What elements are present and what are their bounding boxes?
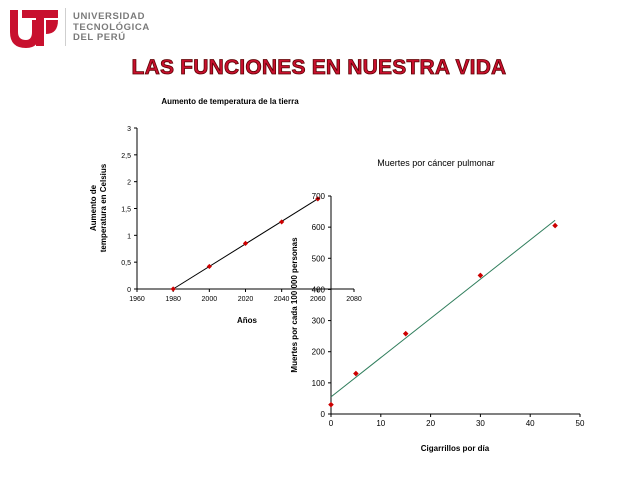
y-tick-label: 2 xyxy=(127,180,131,187)
trend-line xyxy=(330,219,556,398)
y-tick-label: 2,5 xyxy=(121,153,131,160)
logo-divider xyxy=(65,8,66,46)
data-point xyxy=(242,240,249,246)
data-point xyxy=(353,370,359,377)
y-tick-label: 1 xyxy=(127,233,131,240)
data-point xyxy=(315,196,321,202)
x-axis-label: Años xyxy=(237,316,258,325)
data-point xyxy=(206,263,212,270)
x-tick-label: 1960 xyxy=(129,296,145,303)
x-tick-label: 1980 xyxy=(165,296,181,303)
data-point xyxy=(170,286,176,292)
y-tick-label: 400 xyxy=(312,285,326,294)
x-tick-label: 2080 xyxy=(346,296,362,303)
x-tick-label: 2040 xyxy=(274,296,290,303)
chart-title: Aumento de temperatura de la tierra xyxy=(161,97,299,106)
utp-logo-icon xyxy=(10,10,58,48)
university-name-line: DEL PERÚ xyxy=(73,32,126,43)
x-axis-label: Cigarrillos por día xyxy=(421,444,490,453)
university-name: UNIVERSIDAD TECNOLÓGICA DEL PERÚ xyxy=(73,11,150,44)
x-tick-label: 2020 xyxy=(238,296,254,303)
y-tick-label: 0 xyxy=(321,410,326,419)
header: UNIVERSIDAD TECNOLÓGICA DEL PERÚ xyxy=(0,0,638,60)
y-tick-label: 100 xyxy=(312,379,326,388)
data-point xyxy=(328,401,334,408)
university-name-line: TECNOLÓGICA xyxy=(73,21,150,33)
data-point xyxy=(279,219,285,225)
y-axis-label: temperatura en Celsius xyxy=(99,163,108,252)
y-tick-label: 500 xyxy=(312,254,326,263)
y-tick-label: 200 xyxy=(312,348,326,357)
y-tick-label: 0,5 xyxy=(121,260,131,267)
x-tick-label: 20 xyxy=(426,419,435,428)
y-tick-label: 600 xyxy=(312,223,326,232)
x-tick-label: 2000 xyxy=(202,296,218,303)
chart-title: Muertes por cáncer pulmonar xyxy=(377,158,495,168)
y-tick-label: 300 xyxy=(312,317,326,326)
x-tick-label: 0 xyxy=(329,419,334,428)
y-tick-label: 0 xyxy=(127,287,131,294)
x-tick-label: 40 xyxy=(526,419,535,428)
slide-title: LAS FUNCIONES EN NUESTRA VIDA xyxy=(131,56,507,80)
data-point xyxy=(477,272,484,279)
x-tick-label: 50 xyxy=(576,419,585,428)
university-name-line: UNIVERSIDAD xyxy=(73,11,146,22)
data-point xyxy=(552,222,558,229)
x-tick-label: 30 xyxy=(476,419,485,428)
y-tick-label: 3 xyxy=(127,126,131,133)
y-tick-label: 700 xyxy=(312,192,326,201)
x-tick-label: 2060 xyxy=(310,296,326,303)
x-tick-label: 10 xyxy=(376,419,385,428)
y-tick-label: 1,5 xyxy=(121,207,131,214)
data-point xyxy=(402,330,409,337)
y-axis-label: Aumento de xyxy=(89,184,98,231)
y-axis-label: Muertes por cada 100 000 personas xyxy=(290,237,299,373)
